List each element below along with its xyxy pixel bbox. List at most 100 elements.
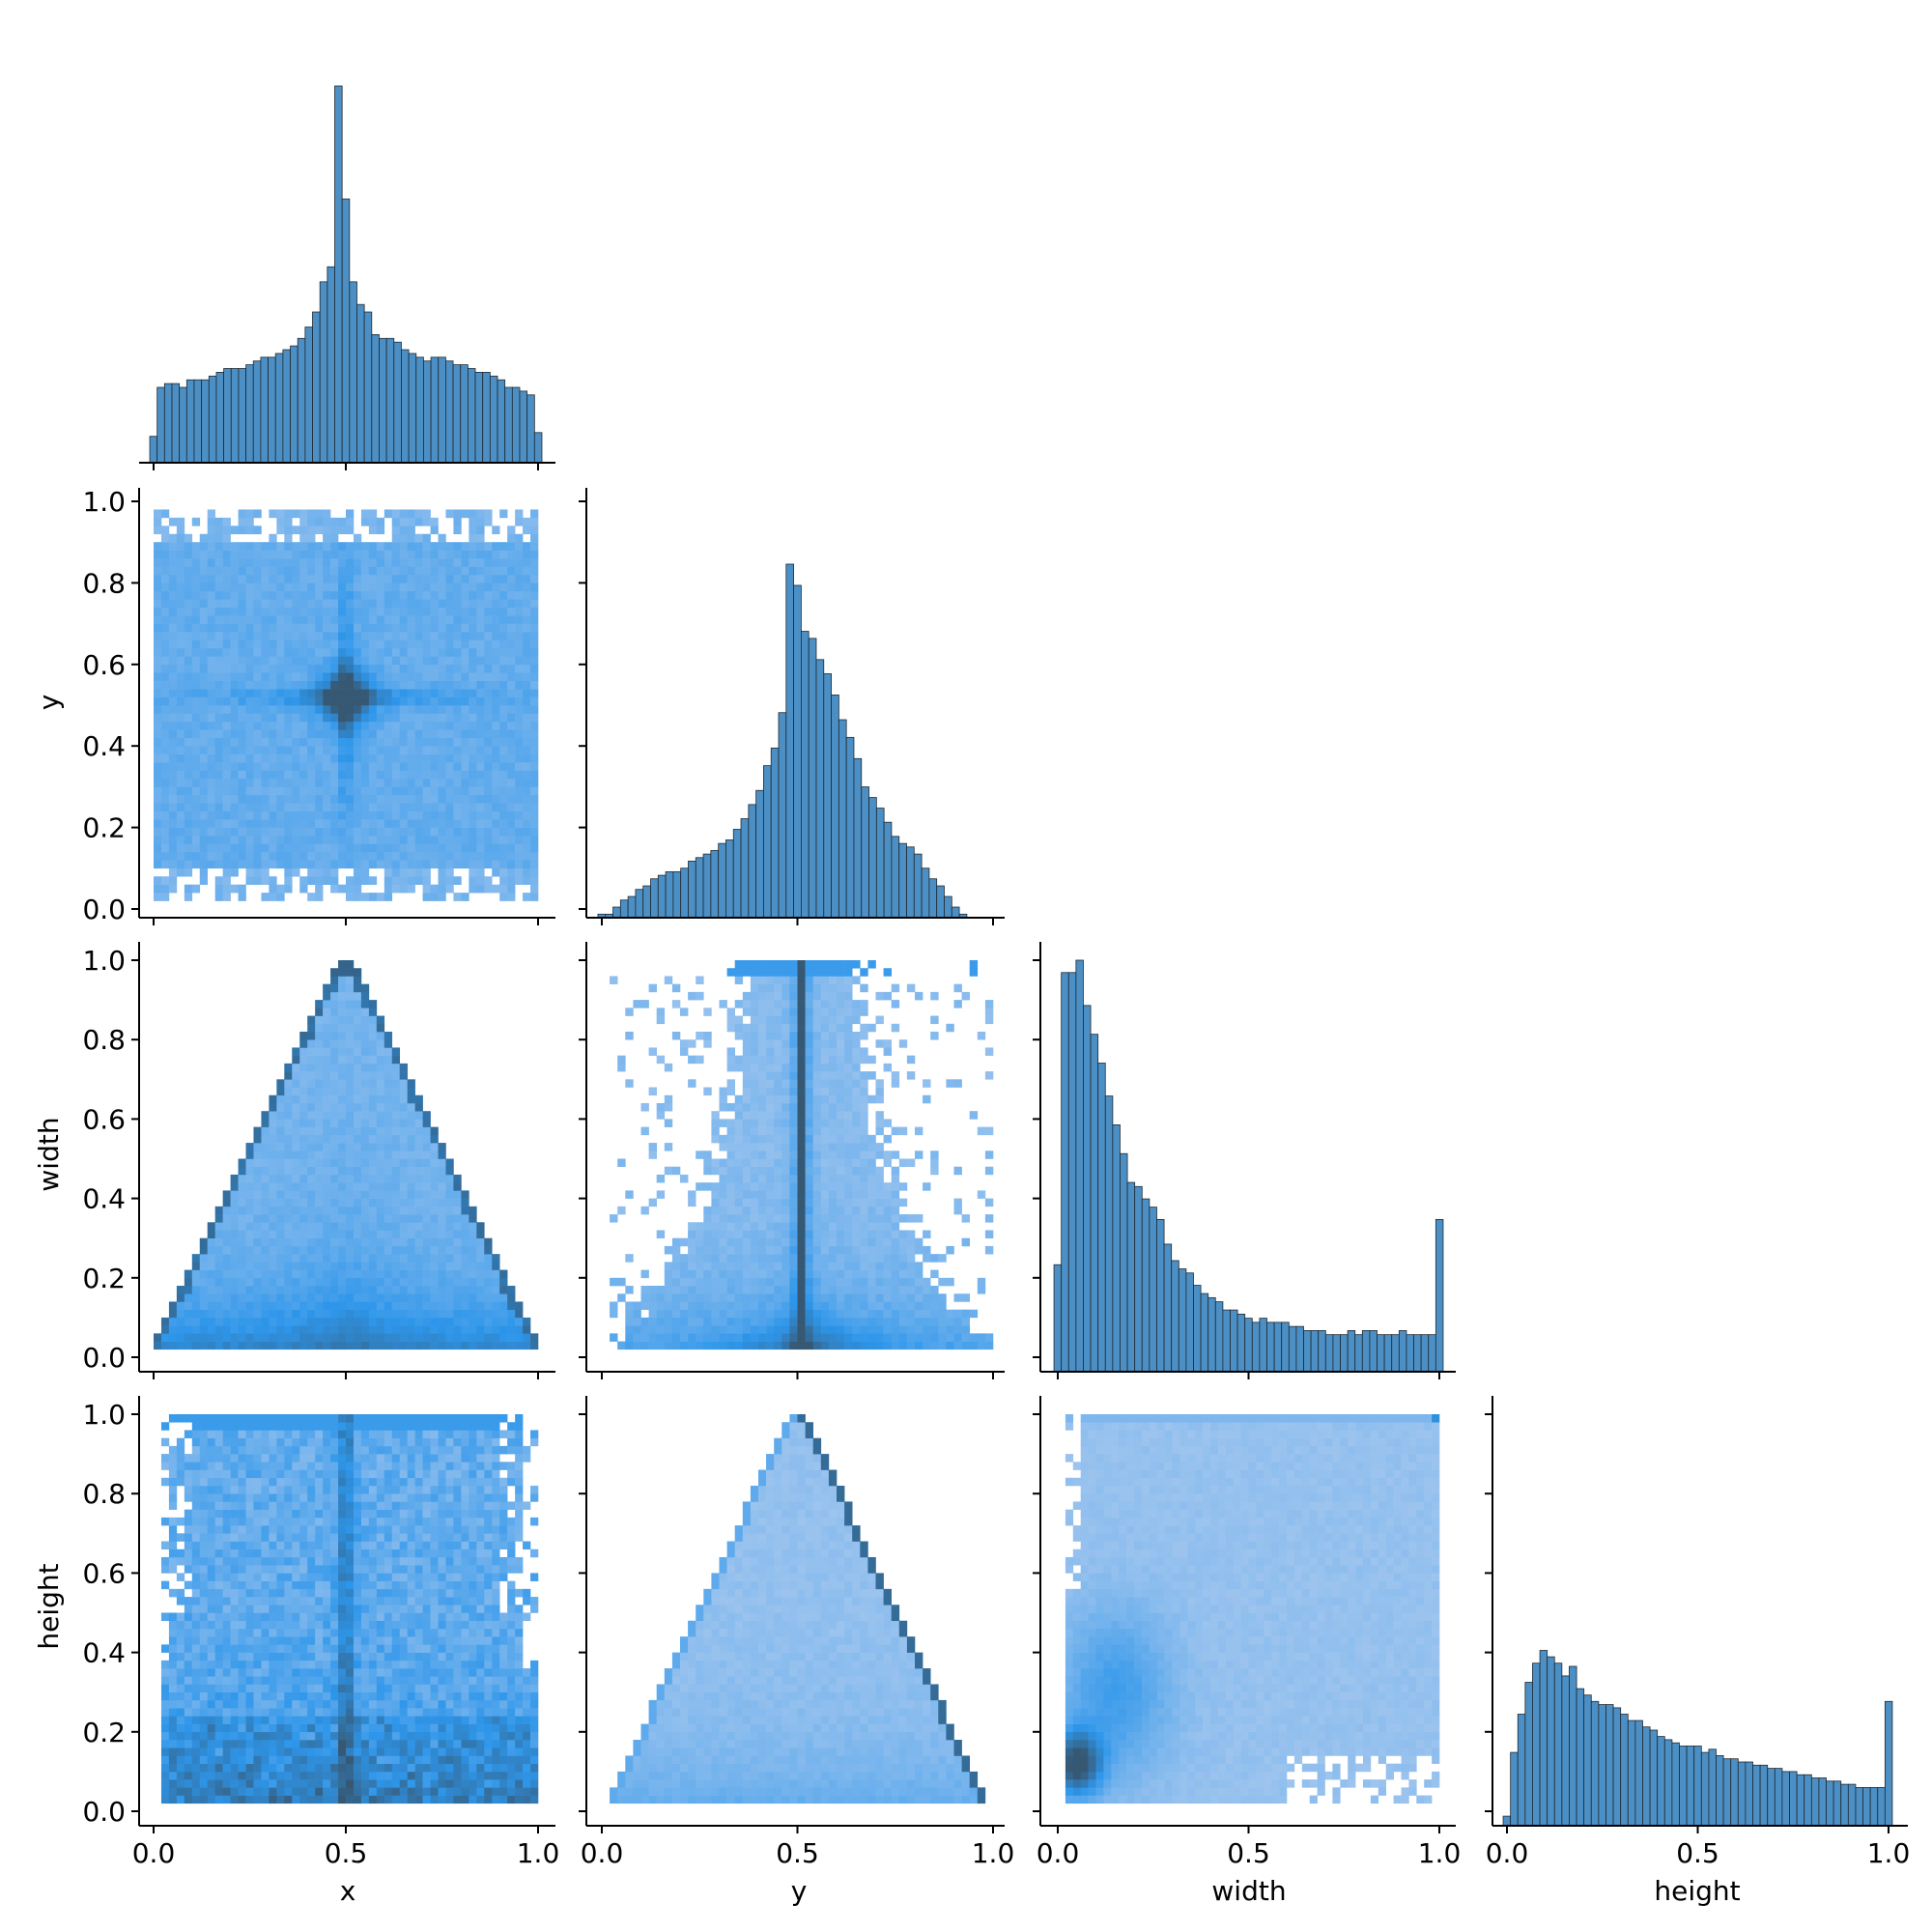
heatmap-cell <box>860 1237 868 1247</box>
heatmap-cell <box>207 753 215 763</box>
heatmap-cell <box>154 786 162 796</box>
heatmap-cell <box>284 1269 293 1279</box>
heatmap-cell <box>461 713 469 723</box>
heatmap-cell <box>214 737 223 747</box>
heatmap-cell <box>430 810 439 820</box>
heatmap-cell <box>430 721 439 730</box>
heatmap-cell <box>261 810 270 820</box>
heatmap-cell <box>750 1269 759 1279</box>
hist-bar <box>845 736 855 919</box>
heatmap-cell <box>360 860 370 869</box>
heatmap-cell <box>176 623 185 633</box>
heatmap-cell <box>176 753 185 763</box>
heatmap-cell <box>360 705 370 714</box>
heatmap-cell <box>407 632 415 640</box>
heatmap-cell <box>199 1325 209 1334</box>
heatmap-cell <box>292 590 300 600</box>
heatmap-cell <box>414 509 423 519</box>
heatmap-cell <box>414 590 423 600</box>
heatmap-cell <box>875 1237 884 1247</box>
heatmap-cell <box>245 819 254 828</box>
heatmap-cell <box>812 1055 822 1065</box>
heatmap-cell <box>414 1206 423 1215</box>
heatmap-cell <box>688 1230 696 1238</box>
heatmap-cell <box>184 550 193 559</box>
heatmap-cell <box>384 1047 393 1056</box>
heatmap-cell <box>774 1047 782 1056</box>
heatmap-cell <box>530 836 539 844</box>
heatmap-cell <box>828 1023 838 1033</box>
heatmap-cell <box>422 1341 431 1350</box>
heatmap-cell <box>245 1190 254 1199</box>
heatmap-cell <box>656 1055 666 1065</box>
heatmap-cell <box>245 582 254 592</box>
heatmap-cell <box>875 1317 884 1326</box>
heatmap-cell <box>353 762 362 771</box>
heatmap-cell <box>812 1245 822 1255</box>
heatmap-cell <box>837 1000 845 1009</box>
heatmap-cell <box>484 753 493 763</box>
heatmap-cell <box>323 1230 331 1238</box>
heatmap-cell <box>353 705 362 714</box>
heatmap-cell <box>384 1094 393 1104</box>
heatmap-cell <box>445 1333 454 1342</box>
heatmap-cell <box>307 1151 316 1159</box>
heatmap-cell <box>323 1071 331 1080</box>
heatmap-cell <box>837 1230 845 1238</box>
heatmap-cell <box>515 737 524 747</box>
heatmap-cell <box>346 1000 355 1009</box>
heatmap-cell <box>230 1341 239 1350</box>
heatmap-cell <box>812 1309 822 1319</box>
heatmap-cell <box>391 1286 401 1294</box>
heatmap-cell <box>222 664 231 673</box>
heatmap-cell <box>844 1151 853 1159</box>
heatmap-cell <box>523 737 531 747</box>
heatmap-cell <box>230 746 239 754</box>
heatmap-cell <box>422 1309 431 1319</box>
heatmap-cell <box>445 509 454 519</box>
heatmap-cell <box>346 1151 355 1159</box>
heatmap-cell <box>469 656 477 666</box>
heatmap-cell <box>230 721 239 730</box>
heatmap-cell <box>253 1269 262 1279</box>
heatmap-cell <box>323 550 331 559</box>
heatmap-cell <box>207 746 215 754</box>
heatmap-cell <box>307 803 316 812</box>
heatmap-cell <box>292 526 300 535</box>
heatmap-cell <box>284 1158 293 1168</box>
hist-bar <box>875 808 885 919</box>
heatmap-cell <box>307 737 316 747</box>
heatmap-cell <box>391 746 401 754</box>
heatmap-cell <box>530 689 539 697</box>
heatmap-cell <box>191 860 201 869</box>
heatmap-cell <box>507 867 516 877</box>
heatmap-cell <box>414 1166 423 1176</box>
heatmap-cell <box>656 1111 666 1120</box>
heatmap-cell <box>860 1206 868 1215</box>
heatmap-cell <box>391 550 401 559</box>
heatmap-cell <box>315 1190 324 1199</box>
heatmap-cell <box>168 762 178 771</box>
heatmap-cell <box>338 1325 347 1334</box>
heatmap-cell <box>315 1102 324 1112</box>
heatmap-cell <box>484 656 493 666</box>
heatmap-cell <box>515 705 524 714</box>
heatmap-cell <box>492 689 500 697</box>
heatmap-cell <box>330 1094 339 1104</box>
heatmap-cell <box>207 1293 215 1302</box>
heatmap-cell <box>789 1182 798 1191</box>
heatmap-cell <box>214 1245 223 1255</box>
heatmap-cell <box>484 590 493 600</box>
heatmap-cell <box>507 713 516 723</box>
heatmap-cell <box>261 574 270 583</box>
heatmap-cell <box>391 1111 401 1120</box>
heatmap-cell <box>445 827 454 837</box>
hist-bar <box>1569 1665 1577 1827</box>
heatmap-cell <box>820 1008 830 1016</box>
heatmap-cell <box>299 542 308 551</box>
heatmap-cell <box>214 680 223 690</box>
heatmap-cell <box>276 1198 285 1208</box>
heatmap-cell <box>805 976 813 984</box>
heatmap-cell <box>323 680 331 690</box>
heatmap-cell <box>407 1119 415 1127</box>
